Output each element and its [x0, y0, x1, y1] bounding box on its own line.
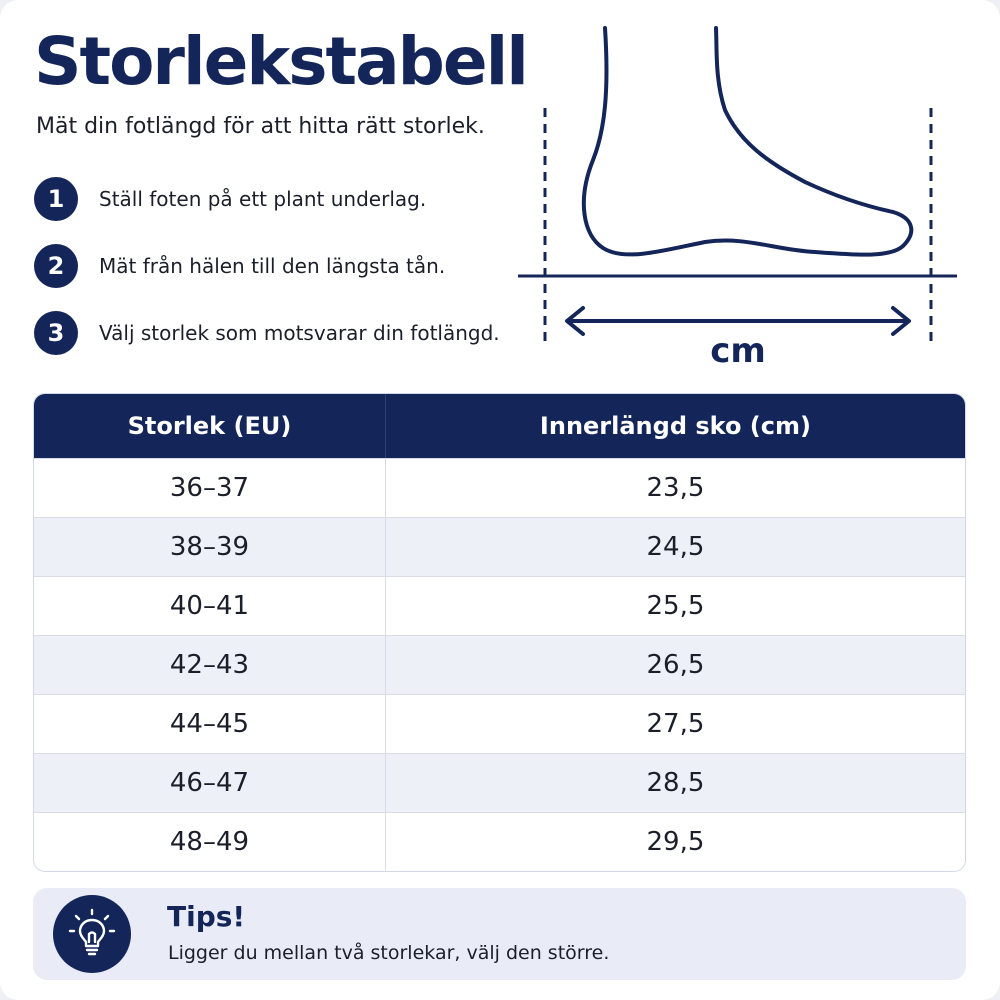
step-number-badge: 1 [34, 177, 78, 221]
size-cell: 46–47 [34, 753, 386, 812]
size-cell: 44–45 [34, 694, 386, 753]
step-text: Ställ foten på ett plant underlag. [99, 187, 427, 211]
step-item: 1 Ställ foten på ett plant underlag. [34, 176, 500, 222]
size-cell: 36–37 [34, 458, 386, 517]
tips-text: Ligger du mellan två storlekar, välj den… [168, 942, 610, 964]
length-cell: 25,5 [385, 576, 965, 635]
length-cell: 26,5 [385, 635, 965, 694]
length-cell: 27,5 [385, 694, 965, 753]
page-title: Storlekstabell [34, 23, 529, 100]
size-cell: 40–41 [34, 576, 386, 635]
step-text: Mät från hälen till den längsta tån. [99, 254, 446, 278]
column-header-size: Storlek (EU) [34, 394, 386, 458]
table-row: 42–43 26,5 [34, 635, 965, 694]
page-subtitle: Mät din fotlängd för att hitta rätt stor… [36, 114, 485, 139]
length-cell: 24,5 [385, 517, 965, 576]
table-row: 48–49 29,5 [34, 812, 965, 871]
lightbulb-icon [53, 895, 131, 973]
length-cell: 29,5 [385, 812, 965, 871]
step-number-badge: 2 [34, 244, 78, 288]
size-cell: 48–49 [34, 812, 386, 871]
table-row: 46–47 28,5 [34, 753, 965, 812]
table-row: 38–39 24,5 [34, 517, 965, 576]
length-arrow-icon [565, 306, 911, 336]
length-cell: 28,5 [385, 753, 965, 812]
unit-label: cm [710, 331, 766, 371]
tips-box: Tips! Ligger du mellan två storlekar, vä… [33, 888, 966, 980]
measurement-steps: 1 Ställ foten på ett plant underlag. 2 M… [34, 176, 500, 377]
step-item: 3 Välj storlek som motsvarar din fotläng… [34, 310, 500, 356]
table-row: 40–41 25,5 [34, 576, 965, 635]
step-number-badge: 3 [34, 311, 78, 355]
length-cell: 23,5 [385, 458, 965, 517]
size-cell: 38–39 [34, 517, 386, 576]
table-header-row: Storlek (EU) Innerlängd sko (cm) [34, 394, 965, 458]
foot-measurement-diagram: cm [518, 26, 957, 371]
step-item: 2 Mät från hälen till den längsta tån. [34, 243, 500, 289]
foot-outline-icon [581, 26, 914, 257]
table-row: 44–45 27,5 [34, 694, 965, 753]
step-text: Välj storlek som motsvarar din fotlängd. [99, 321, 500, 345]
table-row: 36–37 23,5 [34, 458, 965, 517]
tips-title: Tips! [167, 900, 246, 933]
size-cell: 42–43 [34, 635, 386, 694]
column-header-length: Innerlängd sko (cm) [385, 394, 965, 458]
size-table: Storlek (EU) Innerlängd sko (cm) 36–37 2… [33, 393, 966, 872]
